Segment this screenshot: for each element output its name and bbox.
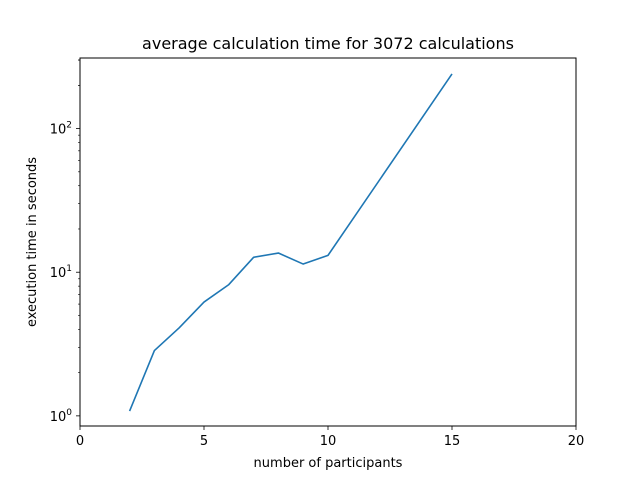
y-tick-label: 100 (50, 408, 73, 425)
ticks: 0 5 10 15 20 100 101 102 (50, 59, 585, 449)
series (128, 73, 453, 412)
x-tick-label: 20 (568, 434, 585, 449)
series-line (128, 73, 453, 412)
plot-frame (79, 57, 577, 427)
x-tick-label: 5 (200, 434, 208, 449)
x-tick-label: 15 (444, 434, 461, 449)
x-axis-label: number of participants (254, 456, 403, 471)
y-axis-label: execution time in seconds (25, 157, 40, 327)
x-tick-label: 10 (320, 434, 337, 449)
x-tick-label: 0 (76, 434, 84, 449)
chart-title: average calculation time for 3072 calcul… (142, 34, 514, 53)
y-tick-label: 101 (50, 264, 72, 281)
y-tick-label: 102 (50, 121, 72, 138)
